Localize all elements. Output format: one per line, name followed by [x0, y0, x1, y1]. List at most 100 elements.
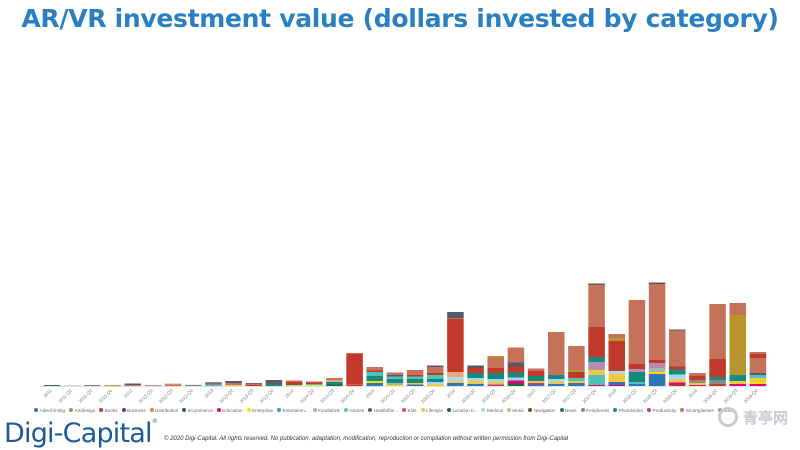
copyright-notice: © 2020 Digi-Capital. All rights reserved…: [164, 436, 569, 442]
chart-title: AR/VR investment value (dollars invested…: [21, 4, 779, 33]
bar-segment: [426, 384, 444, 386]
bar-segment: [568, 372, 585, 378]
x-tick-label: 2016-Q4: [501, 388, 517, 404]
bar-segment: [608, 338, 626, 341]
bar-segment: [305, 382, 323, 384]
bar-2016-Q4: [507, 347, 525, 386]
x-tick-label: 2015-Q2: [380, 388, 396, 404]
bar-segment: [749, 384, 767, 386]
bar-segment: [628, 384, 646, 386]
bar-segment: [668, 329, 686, 331]
bar-segment: [406, 384, 424, 386]
legend-swatch-icon: [216, 408, 221, 412]
bar-segment: [749, 358, 767, 373]
bar-segment: [487, 382, 505, 385]
bar-2018-Q3: [648, 282, 666, 386]
bar-segment: [547, 382, 565, 384]
bar-2012: [124, 383, 142, 386]
bar-segment: [668, 379, 686, 383]
bar-segment: [285, 382, 303, 384]
bar-2016-Q3: [487, 356, 505, 386]
bar-segment: [648, 284, 666, 360]
bar-segment: [225, 383, 242, 385]
bar-segment: [426, 365, 444, 367]
bar-segment: [487, 373, 505, 379]
legend-label: Adtech/mktg: [39, 407, 66, 413]
bar-segment: [326, 382, 343, 385]
bar-segment: [346, 384, 363, 385]
bar-segment: [689, 376, 706, 380]
legend-label: Smartglasses: [685, 407, 714, 413]
bar-segment: [447, 312, 464, 318]
bar-segment: [386, 385, 404, 386]
legend-item: Music: [506, 404, 524, 416]
legend-item: Business: [121, 404, 146, 416]
legend-swatch-icon: [580, 408, 585, 412]
bar-segment: [648, 363, 666, 368]
bar-2018: [608, 334, 626, 386]
bar-segment: [406, 370, 424, 375]
bar-segment: [588, 283, 605, 285]
brand-name: Digi-Capital: [4, 418, 153, 449]
x-tick-label: 2014-Q4: [339, 388, 355, 404]
bar-segment: [386, 376, 404, 379]
legend-item: Education: [216, 404, 243, 416]
bar-segment: [205, 385, 222, 386]
legend-item: Medical: [481, 404, 503, 416]
bar-segment: [467, 384, 484, 386]
bar-segment: [547, 379, 565, 382]
x-tick-label: 2012-Q4: [178, 388, 194, 404]
bar-segment: [588, 362, 605, 370]
bar-segment: [729, 375, 747, 381]
bar-2014: [285, 380, 303, 386]
legend-swatch-icon: [506, 408, 511, 412]
bar-segment: [507, 383, 525, 386]
bar-segment: [668, 369, 686, 375]
legend-swatch-icon: [420, 408, 425, 412]
bar-segment: [447, 318, 464, 319]
legend-swatch-icon: [246, 408, 251, 412]
legend-item: Location b...: [446, 404, 477, 416]
bar-segment: [608, 385, 626, 386]
bar-2013-Q2: [225, 381, 242, 386]
bar-segment: [749, 352, 767, 354]
legend-item: Peripherals: [580, 404, 610, 416]
legend-swatch-icon: [312, 408, 317, 412]
bar-2017-Q2: [547, 332, 565, 386]
bar-segment: [104, 385, 121, 387]
bar-2011-Q2: [63, 385, 81, 387]
watermark-text: 青亭网: [743, 409, 789, 427]
bar-segment: [326, 384, 343, 386]
bar-2017-Q4: [588, 283, 605, 386]
bar-segment: [426, 367, 444, 373]
legend-label: Productivity: [652, 407, 677, 413]
bar-segment: [43, 385, 61, 386]
x-tick-label: 2012-Q3: [158, 388, 174, 404]
legend-item: Distribution: [149, 404, 178, 416]
bar-segment: [406, 375, 424, 377]
bar-2013: [205, 382, 222, 386]
bar-segment: [588, 357, 605, 362]
bar-segment: [366, 370, 384, 372]
bar-segment: [346, 353, 363, 354]
bar-segment: [285, 385, 303, 386]
bar-2011: [43, 385, 61, 386]
legend-label: Games: [349, 407, 365, 413]
bar-2015-Q4: [426, 365, 444, 386]
bar-2014-Q4: [346, 353, 363, 386]
bar-segment: [265, 384, 283, 386]
legend-label: Business: [127, 407, 146, 413]
bar-segment: [729, 381, 747, 384]
x-tick-label: 2014-Q2: [299, 388, 315, 404]
bar-segment: [447, 372, 464, 377]
bar-segment: [467, 368, 484, 373]
bar-segment: [568, 346, 585, 370]
bar-segment: [689, 383, 706, 385]
x-tick-label: 2014-Q3: [319, 388, 335, 404]
bar-2015-Q3: [406, 370, 424, 386]
legend-swatch-icon: [343, 408, 348, 412]
legend-label: Peripherals: [586, 407, 610, 413]
bar-segment: [668, 382, 686, 385]
legend-swatch-icon: [149, 408, 154, 412]
